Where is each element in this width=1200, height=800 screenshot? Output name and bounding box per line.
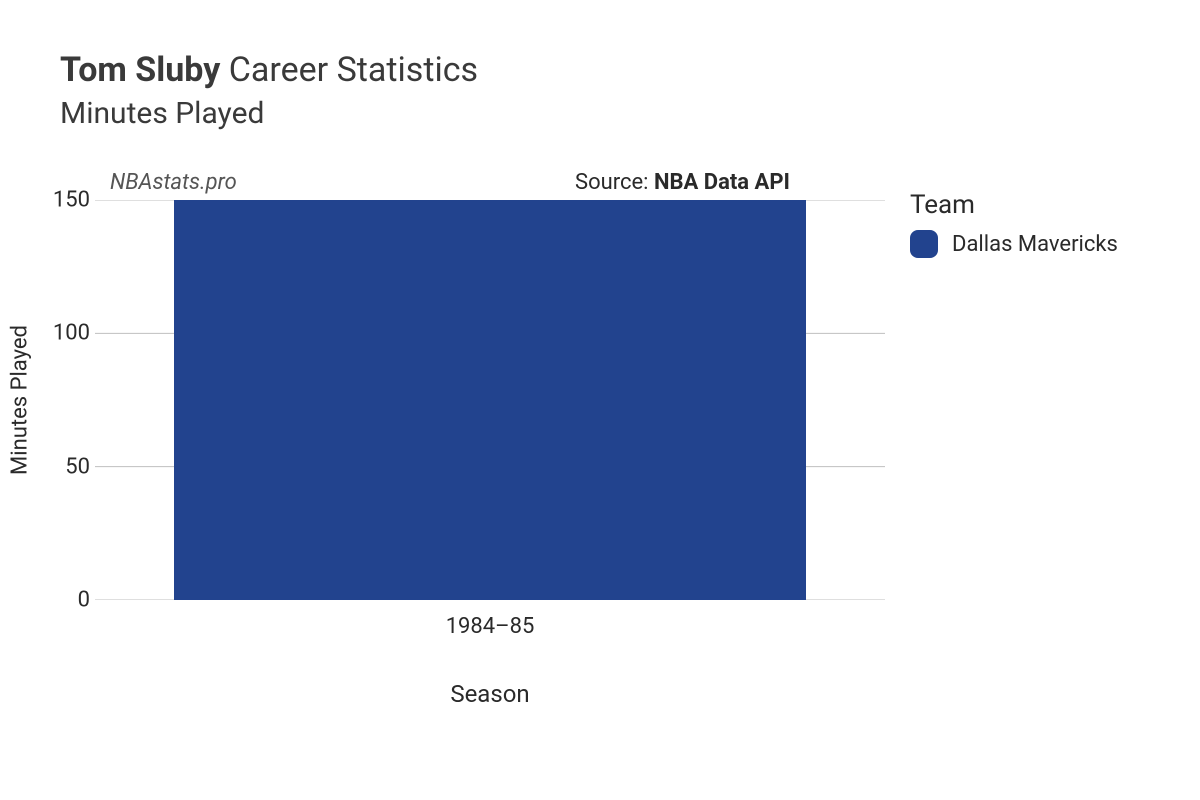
x-axis-label: Season <box>450 680 529 708</box>
source-prefix: Source: <box>575 170 654 195</box>
title-suffix: Career Statistics <box>220 50 478 90</box>
legend-swatch <box>910 230 938 258</box>
legend: Team Dallas Mavericks <box>910 190 1180 258</box>
y-tick-label: 50 <box>40 454 90 479</box>
x-tick-label: 1984–85 <box>446 614 535 639</box>
y-axis-label: Minutes Played <box>8 325 33 475</box>
legend-label: Dallas Mavericks <box>952 232 1118 257</box>
title-player-name: Tom Sluby <box>60 50 220 90</box>
chart-title: Tom Sluby Career Statistics <box>60 50 478 90</box>
title-block: Tom Sluby Career Statistics Minutes Play… <box>60 50 478 131</box>
y-tick-label: 100 <box>40 321 90 346</box>
legend-item: Dallas Mavericks <box>910 230 1180 258</box>
legend-title: Team <box>910 190 1180 220</box>
source-name: NBA Data API <box>654 170 790 195</box>
y-tick-label: 150 <box>40 188 90 213</box>
chart-container: Tom Sluby Career Statistics Minutes Play… <box>0 0 1200 800</box>
y-tick-label: 0 <box>40 588 90 613</box>
source-citation: Source: NBA Data API <box>575 170 790 195</box>
plot-area <box>95 200 885 600</box>
chart-subtitle: Minutes Played <box>60 96 478 131</box>
legend-items: Dallas Mavericks <box>910 230 1180 258</box>
bar <box>174 200 806 600</box>
watermark-text: NBAstats.pro <box>110 170 237 195</box>
